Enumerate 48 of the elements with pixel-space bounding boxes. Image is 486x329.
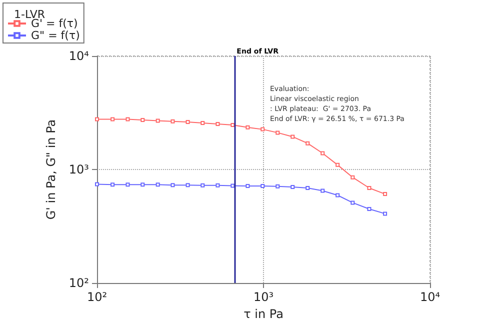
point [126, 117, 130, 122]
point [306, 186, 310, 190]
point [95, 182, 99, 186]
point [140, 118, 145, 122]
point [140, 182, 145, 187]
point [110, 182, 115, 187]
point [350, 200, 355, 205]
point [367, 206, 372, 211]
x-axis-title: τ in Pa [244, 306, 284, 321]
point [216, 183, 220, 188]
legend-label: G' = f(τ) [31, 17, 78, 30]
point [260, 127, 265, 132]
point [246, 184, 250, 188]
x-tick-label: 10² [86, 290, 108, 304]
point [276, 184, 280, 188]
point [170, 119, 175, 124]
point [95, 117, 99, 122]
point [230, 184, 235, 188]
point [156, 182, 160, 187]
point [306, 141, 310, 146]
y-tick-label: 10³ [68, 162, 90, 176]
point [110, 117, 115, 122]
point [367, 186, 372, 190]
point [320, 188, 325, 193]
point [276, 130, 280, 135]
y-tick-label: 10² [68, 276, 90, 290]
point [126, 182, 130, 187]
legend-label: G" = f(τ) [31, 29, 80, 42]
point [200, 120, 205, 125]
point [336, 162, 340, 167]
point [186, 120, 190, 124]
point [216, 122, 220, 126]
point [290, 134, 295, 139]
point [290, 184, 295, 189]
point [230, 123, 235, 128]
y-axis-title: G' in Pa, G" in Pa [44, 119, 58, 220]
point [320, 151, 325, 156]
point [350, 175, 355, 180]
y-tick-label: 10⁴ [68, 49, 90, 63]
point [186, 183, 190, 188]
point [336, 193, 340, 198]
point [260, 184, 265, 188]
point [246, 125, 250, 130]
point [200, 183, 205, 188]
point [170, 183, 175, 188]
point [156, 118, 160, 123]
x-tick-label: 10³ [253, 290, 274, 304]
x-tick-label: 10⁴ [420, 290, 440, 304]
